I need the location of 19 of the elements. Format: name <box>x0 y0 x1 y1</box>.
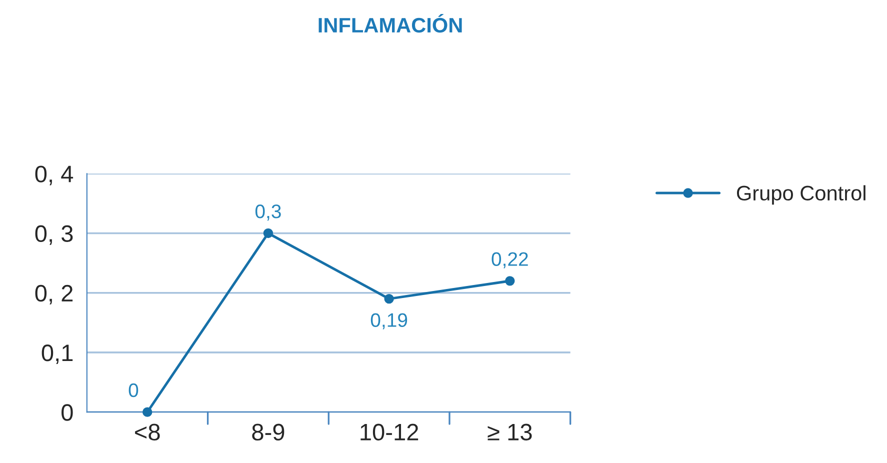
chart-title: INFLAMACIÓN <box>318 14 462 33</box>
y-tick-label: 0, 3 <box>35 225 73 245</box>
x-tick-label: <8 <box>135 424 160 441</box>
data-label: 0 <box>128 383 138 398</box>
x-tick-label: 8-9 <box>252 424 284 441</box>
x-tick-label: ≥ 13 <box>488 424 532 441</box>
y-tick-label: 0 <box>62 404 73 421</box>
y-tick-label: 0, 4 <box>35 166 74 186</box>
y-tick-label: 0, 2 <box>35 284 73 304</box>
x-tick-label: 10-12 <box>360 424 418 441</box>
point <box>384 294 394 304</box>
point <box>505 276 515 286</box>
point <box>263 228 274 238</box>
legend-label: Grupo Control <box>736 185 866 205</box>
data-label: 0,22 <box>492 252 528 268</box>
data-label: 0,3 <box>255 204 281 221</box>
point <box>142 407 152 417</box>
y-tick-label: 0,1 <box>42 344 73 364</box>
data-label: 0,19 <box>370 313 408 330</box>
